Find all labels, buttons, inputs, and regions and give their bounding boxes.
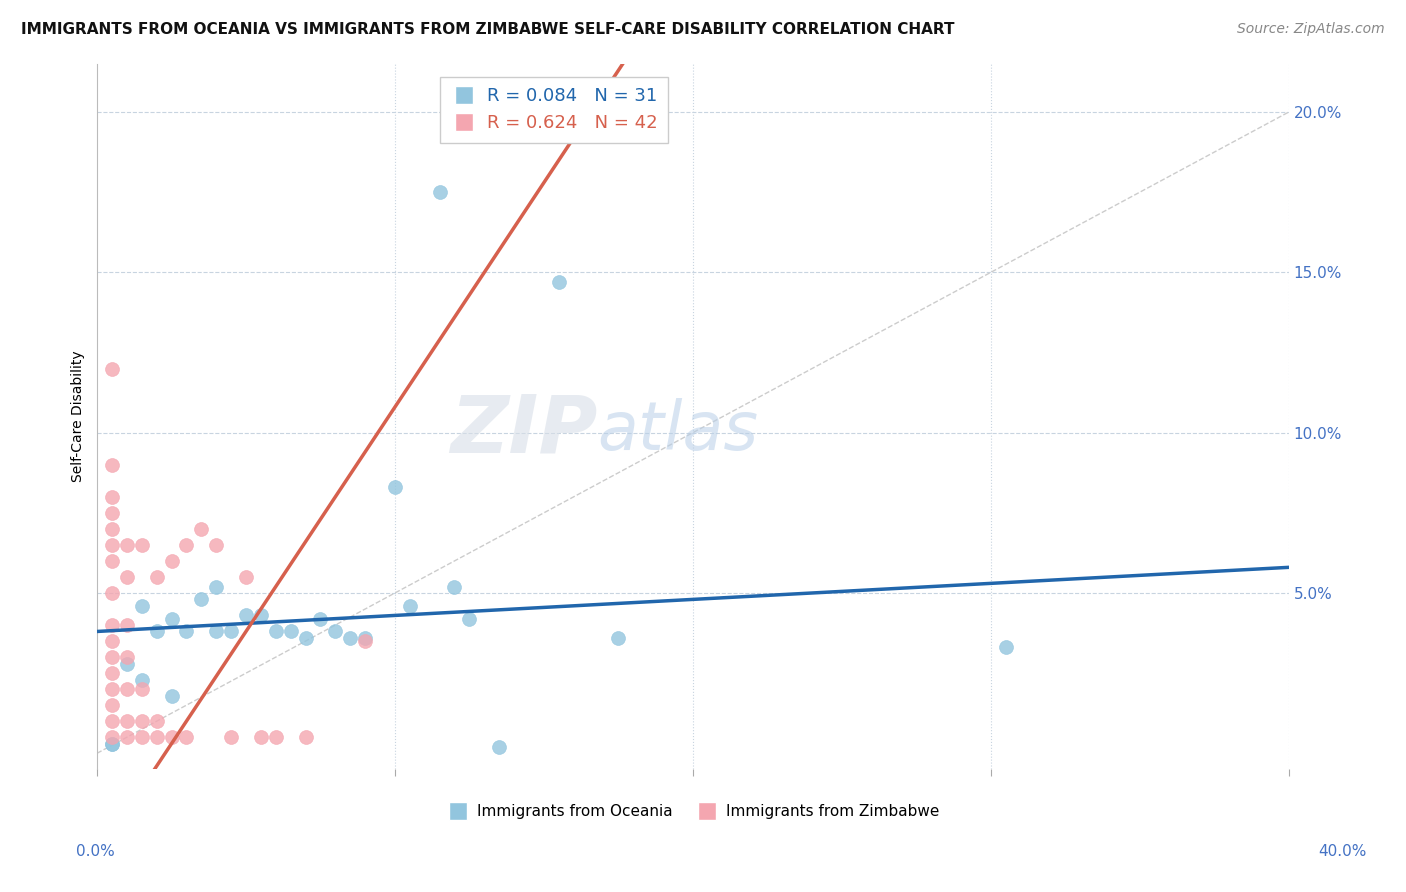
Point — [607, 631, 630, 645]
Point — [101, 682, 124, 697]
Point — [250, 731, 273, 745]
Point — [145, 714, 167, 729]
Point — [131, 538, 153, 552]
Point — [547, 275, 569, 289]
Point — [131, 599, 153, 613]
Point — [101, 618, 124, 632]
Point — [145, 570, 167, 584]
Point — [160, 612, 183, 626]
Point — [235, 608, 257, 623]
Point — [160, 689, 183, 703]
Point — [250, 608, 273, 623]
Point — [101, 458, 124, 472]
Point — [145, 624, 167, 639]
Legend: Immigrants from Oceania, Immigrants from Zimbabwe: Immigrants from Oceania, Immigrants from… — [440, 798, 945, 825]
Point — [190, 592, 212, 607]
Point — [190, 522, 212, 536]
Point — [101, 522, 124, 536]
Point — [354, 634, 377, 648]
Point — [101, 506, 124, 520]
Point — [101, 737, 124, 751]
Point — [115, 650, 138, 665]
Point — [101, 634, 124, 648]
Point — [131, 731, 153, 745]
Text: 40.0%: 40.0% — [1319, 845, 1367, 859]
Point — [443, 580, 465, 594]
Point — [131, 673, 153, 687]
Point — [994, 640, 1017, 655]
Point — [131, 682, 153, 697]
Point — [294, 731, 316, 745]
Point — [384, 480, 406, 494]
Point — [205, 624, 228, 639]
Point — [325, 624, 347, 639]
Point — [101, 586, 124, 600]
Point — [101, 714, 124, 729]
Point — [131, 714, 153, 729]
Point — [101, 737, 124, 751]
Point — [219, 624, 242, 639]
Point — [219, 731, 242, 745]
Point — [309, 612, 332, 626]
Point — [115, 731, 138, 745]
Point — [339, 631, 361, 645]
Point — [488, 739, 510, 754]
Text: 0.0%: 0.0% — [76, 845, 115, 859]
Point — [101, 361, 124, 376]
Point — [115, 538, 138, 552]
Point — [115, 682, 138, 697]
Point — [458, 612, 481, 626]
Text: atlas: atlas — [598, 398, 759, 464]
Point — [115, 714, 138, 729]
Y-axis label: Self-Care Disability: Self-Care Disability — [72, 351, 86, 483]
Point — [101, 666, 124, 681]
Point — [115, 657, 138, 671]
Point — [101, 731, 124, 745]
Point — [101, 490, 124, 504]
Point — [145, 731, 167, 745]
Point — [354, 631, 377, 645]
Point — [101, 538, 124, 552]
Text: Source: ZipAtlas.com: Source: ZipAtlas.com — [1237, 22, 1385, 37]
Point — [398, 599, 420, 613]
Point — [176, 731, 198, 745]
Point — [205, 538, 228, 552]
Point — [101, 650, 124, 665]
Point — [160, 554, 183, 568]
Point — [101, 554, 124, 568]
Point — [176, 538, 198, 552]
Point — [205, 580, 228, 594]
Text: ZIP: ZIP — [450, 392, 598, 470]
Point — [235, 570, 257, 584]
Point — [101, 698, 124, 713]
Point — [429, 186, 451, 200]
Point — [176, 624, 198, 639]
Point — [115, 618, 138, 632]
Point — [115, 570, 138, 584]
Point — [280, 624, 302, 639]
Point — [264, 624, 287, 639]
Text: IMMIGRANTS FROM OCEANIA VS IMMIGRANTS FROM ZIMBABWE SELF-CARE DISABILITY CORRELA: IMMIGRANTS FROM OCEANIA VS IMMIGRANTS FR… — [21, 22, 955, 37]
Point — [160, 731, 183, 745]
Point — [294, 631, 316, 645]
Point — [264, 731, 287, 745]
